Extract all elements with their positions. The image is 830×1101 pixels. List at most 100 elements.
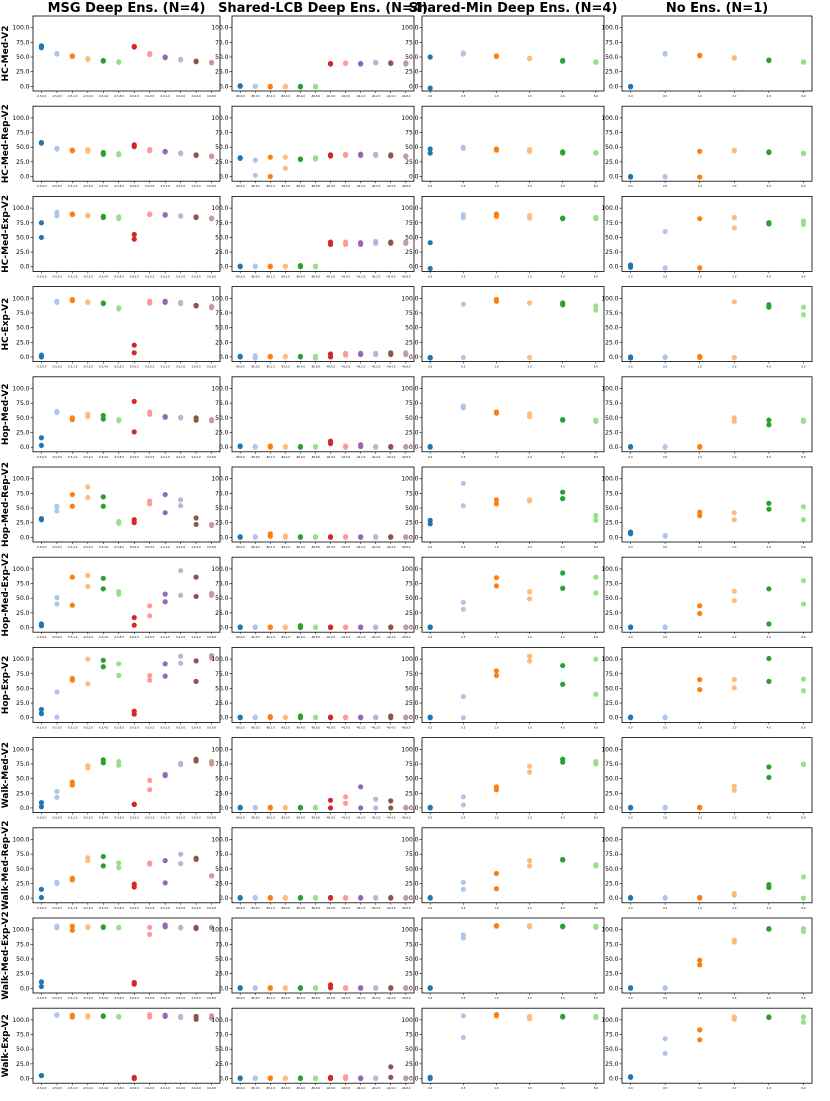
- x-tick-label: -0.5,4.0: [98, 545, 108, 549]
- x-tick-label: -0.5,8.0: [114, 545, 124, 549]
- y-tick-label: 0.0: [20, 715, 30, 722]
- x-tick-label: 0.0,0.5: [145, 184, 154, 188]
- data-point: [267, 443, 273, 449]
- data-point: [662, 50, 668, 57]
- subplot: 0.0 25.0 50.0 75.0 100.0 -80,0.0 -80,0.5 -80,1.…: [211, 737, 415, 820]
- subplot: 0.0 25.0 50.0 75.0 100.0 -0.5,0.0 -0.5,0.5 -0.5…: [12, 105, 221, 188]
- data-point: [766, 417, 772, 423]
- y-tick-label: 100.0: [12, 295, 29, 302]
- x-tick-label: -40,0.0: [326, 274, 336, 278]
- subplot: 0.0 25.0 50.0 75.0 100.0 -80,0.0 -80,0.5 -80,1.…: [211, 647, 415, 729]
- x-tick-label: 0.0,1.0: [161, 455, 170, 459]
- data-point: [766, 925, 772, 932]
- subplot-frame: [621, 827, 813, 904]
- x-tick-label: -40,8.0: [401, 455, 411, 459]
- x-tick-label: 0.0: [428, 184, 432, 188]
- data-point: [147, 787, 153, 793]
- y-tick-label: 75.0: [405, 39, 419, 46]
- y-tick-label: 0.0: [20, 174, 30, 181]
- x-tick-label: -80,0.5: [251, 455, 261, 459]
- data-point: [526, 55, 533, 61]
- subplot-frame: [421, 105, 605, 182]
- data-point: [403, 804, 409, 810]
- data-point: [162, 771, 168, 778]
- data-point: [147, 1012, 153, 1018]
- data-point: [85, 411, 91, 417]
- x-tick-label: -0.5,0.0: [36, 906, 46, 910]
- y-tick-label: 25.0: [605, 700, 619, 707]
- x-tick-label: 0.0,0.5: [145, 816, 154, 820]
- x-tick-label: 0.0,4.0: [192, 906, 201, 910]
- x-tick-label: -80,4.0: [296, 184, 306, 188]
- data-point: [526, 763, 533, 769]
- x-tick-label: -40,1.0: [356, 906, 366, 910]
- data-point: [327, 805, 334, 811]
- x-tick-label: 0.0,0.0: [130, 545, 139, 549]
- x-tick-label: -0.5,4.0: [98, 184, 108, 188]
- subplot: 0.0 25.0 50.0 75.0 100.0 0.0 0.5 1.0 2.0 4.0 8.0: [601, 376, 813, 459]
- data-point: [403, 350, 409, 356]
- data-point: [54, 879, 60, 885]
- data-point: [766, 302, 772, 308]
- data-point: [85, 763, 91, 769]
- data-point: [208, 924, 215, 930]
- x-tick-label: 0.0,0.5: [145, 545, 154, 549]
- x-tick-label: -40,8.0: [401, 274, 411, 278]
- x-tick-label: -0.5,2.0: [83, 545, 93, 549]
- x-tick-label: -80,0.0: [236, 906, 246, 910]
- x-tick-label: -80,4.0: [296, 455, 306, 459]
- y-tick-label: 100.0: [401, 205, 418, 212]
- data-point: [560, 662, 566, 669]
- x-tick-label: -80,4.0: [296, 635, 306, 639]
- data-point: [493, 583, 500, 589]
- y-tick-label: 75.0: [16, 400, 30, 407]
- data-point: [237, 443, 243, 449]
- data-point: [593, 1013, 599, 1020]
- x-tick-label: -80,2.0: [281, 94, 291, 98]
- data-point: [800, 761, 807, 767]
- x-tick-label: 0.5: [663, 725, 667, 729]
- x-tick-label: -0.5,0.0: [36, 996, 46, 1000]
- x-tick-label: 4.0: [561, 635, 565, 639]
- y-tick-label: 25.0: [215, 249, 229, 256]
- x-tick-label: 0.0: [628, 184, 632, 188]
- data-point: [100, 924, 106, 930]
- data-point: [178, 660, 184, 666]
- subplot-frame: [231, 737, 415, 813]
- y-tick-label: 0.0: [609, 1076, 619, 1083]
- subplot: 0.0 25.0 50.0 75.0 100.0 0.0 0.5 1.0 2.0 4.0 8.0: [401, 195, 605, 278]
- x-tick-label: -40,0.5: [341, 996, 351, 1000]
- x-tick-label: 1.0: [698, 635, 702, 639]
- data-point: [460, 886, 466, 892]
- x-tick-label: -80,2.0: [281, 365, 291, 369]
- subplot: 0.0 25.0 50.0 75.0 100.0 -0.5,0.0 -0.5,0.5 -0.5…: [12, 286, 221, 369]
- data-point: [766, 764, 772, 770]
- data-point: [100, 657, 106, 663]
- data-point: [85, 146, 91, 153]
- data-point: [460, 50, 466, 56]
- data-point: [373, 151, 379, 157]
- data-point: [560, 215, 566, 221]
- data-point: [162, 591, 168, 597]
- x-tick-label: 8.0: [594, 365, 598, 369]
- y-tick-label: 25.0: [215, 429, 229, 436]
- data-point: [526, 411, 533, 417]
- data-point: [800, 417, 807, 423]
- column-title: MSG Deep Ens. (N=4): [48, 1, 206, 16]
- x-tick-label: -80,1.0: [266, 184, 276, 188]
- data-point: [252, 894, 258, 901]
- y-tick-label: 25.0: [405, 69, 419, 76]
- x-tick-label: -40,0.0: [326, 996, 336, 1000]
- x-tick-label: -80,8.0: [311, 906, 321, 910]
- data-point: [69, 1012, 75, 1018]
- subplot: 0.0 25.0 50.0 75.0 100.0 0.0 0.5 1.0 2.0 4.0 8.0: [601, 286, 813, 369]
- subplot: 0.0 25.0 50.0 75.0 100.0 0.0 0.5 1.0 2.0 4.0 8.0: [401, 466, 605, 549]
- x-tick-label: 4.0: [561, 1086, 565, 1090]
- x-tick-label: -80,2.0: [281, 455, 291, 459]
- data-point: [373, 624, 379, 630]
- y-tick-label: 25.0: [605, 339, 619, 346]
- y-tick-label: 25.0: [215, 880, 229, 887]
- y-tick-label: 0.0: [609, 174, 619, 181]
- y-tick-label: 0.0: [219, 895, 229, 902]
- y-tick-label: 0.0: [609, 534, 619, 541]
